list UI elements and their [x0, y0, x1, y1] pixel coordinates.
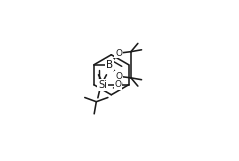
Text: O: O: [115, 49, 122, 58]
Text: B: B: [106, 60, 113, 70]
Text: O: O: [114, 80, 121, 89]
Text: O: O: [115, 72, 122, 81]
Text: Si: Si: [98, 80, 107, 90]
